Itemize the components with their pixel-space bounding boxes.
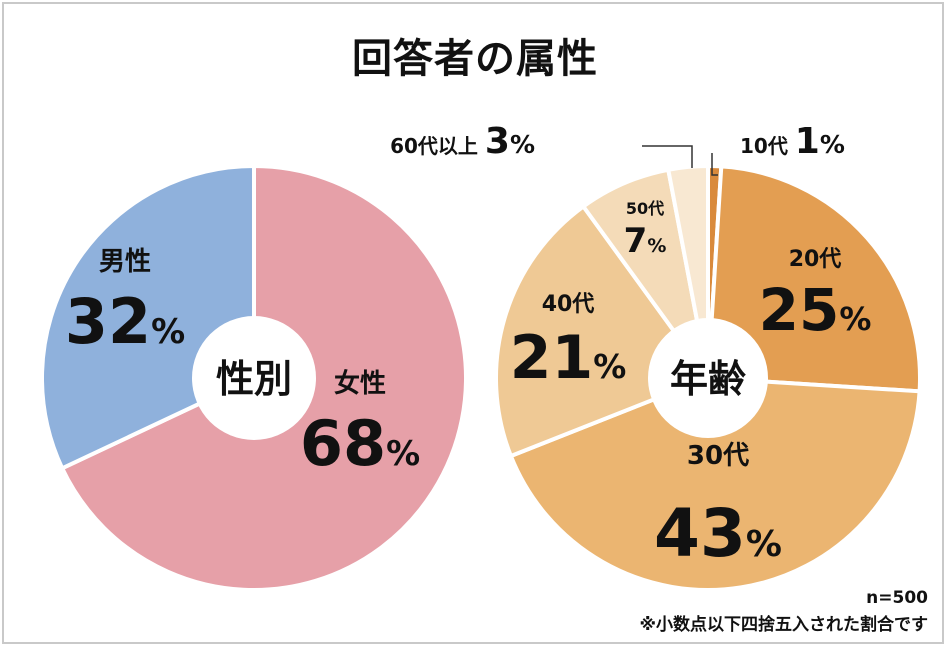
pie-center-label: 性別 bbox=[216, 357, 292, 401]
slice-label-age-10s: 10代 1% bbox=[740, 121, 845, 162]
chart-frame bbox=[2, 2, 944, 644]
rounding-footnote: ※小数点以下四捨五入された割合です bbox=[639, 615, 928, 635]
slice-category-female: 女性 bbox=[334, 368, 386, 399]
chart-title: 回答者の属性 bbox=[352, 36, 598, 82]
pie-slice-age-20s bbox=[705, 164, 922, 394]
slice-value-age-20s: 25% bbox=[759, 276, 872, 344]
slice-value-male: 32% bbox=[65, 285, 185, 358]
leader-line-age-60s-plus bbox=[642, 145, 693, 168]
pie-center-hole bbox=[648, 318, 768, 438]
slice-category-age-50s: 50代 bbox=[626, 199, 664, 218]
slice-value-age-50s: 7% bbox=[624, 221, 667, 261]
leader-line-age-10s bbox=[711, 153, 718, 176]
slice-label-age-60s-plus: 60代以上 3% bbox=[390, 121, 535, 162]
slice-category-age-30s: 30代 bbox=[687, 441, 749, 471]
pie-center-label: 年齢 bbox=[670, 357, 746, 401]
pie-slice-age-30s bbox=[508, 375, 922, 592]
slice-value-age-40s: 21% bbox=[510, 323, 627, 393]
slice-category-age-20s: 20代 bbox=[789, 247, 842, 272]
slice-category-male: 男性 bbox=[99, 247, 151, 277]
pie-center-hole bbox=[192, 316, 316, 440]
slice-value-age-30s: 43% bbox=[654, 495, 782, 572]
sample-size-note: n=500 bbox=[866, 588, 928, 608]
slice-category-age-40s: 40代 bbox=[542, 292, 595, 317]
slice-value-female: 68% bbox=[300, 407, 420, 480]
